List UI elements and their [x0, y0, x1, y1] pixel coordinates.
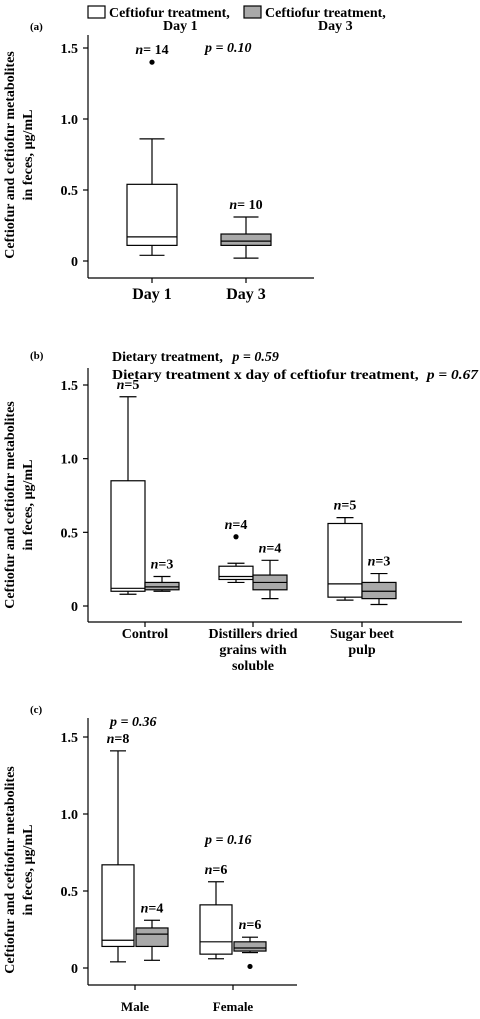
- box-day3: [220, 233, 272, 246]
- outlier-point: [233, 534, 239, 540]
- panel-c-ylabel-line2: in feces, µg/mL: [21, 825, 36, 916]
- x-tick-label: pulp: [348, 643, 375, 658]
- y-tick-label: 0: [71, 600, 78, 615]
- y-tick-label: 1.5: [61, 379, 79, 394]
- n-label: n=8: [107, 732, 130, 747]
- panel-b-annotation-1-prefix: Dietary treatment,: [112, 350, 223, 365]
- y-tick-label: 1.5: [61, 42, 79, 57]
- box-day3: [135, 927, 169, 948]
- n-label: n=4: [141, 901, 164, 916]
- x-tick-label: Female: [213, 999, 254, 1014]
- panel-c-female-p-value: p = 0.16: [204, 833, 251, 848]
- n-label: n=3: [368, 555, 391, 570]
- box-day1: [110, 480, 146, 592]
- y-tick-label: 0: [71, 255, 78, 270]
- box-day1: [199, 904, 233, 955]
- panel-a: (a) Ceftiofur and ceftiofur metabolites …: [3, 21, 314, 303]
- x-tick-label: Day 3: [226, 286, 266, 303]
- n-label: n=6: [239, 918, 262, 933]
- panel-a-ylabel-line1: Ceftiofur and ceftiofur metabolites: [3, 51, 18, 259]
- box-day3: [233, 941, 267, 952]
- y-tick-label: 1.0: [61, 453, 79, 468]
- box-day1: [126, 183, 178, 246]
- outlier-point: [247, 963, 253, 970]
- panel-c-label: (c): [30, 704, 43, 716]
- panel-a-label: (a): [30, 21, 43, 33]
- panel-c-plot: 0 0.5 1.0 1.5 Male Female n=8 n=6 n=4 n=6: [61, 718, 297, 1014]
- box-day1: [327, 522, 363, 598]
- panel-b-annotation-2-p: p = 0.67: [426, 368, 479, 383]
- n-label: n=4: [259, 541, 282, 556]
- y-tick-label: 0.5: [61, 526, 79, 541]
- panel-c: (c) Ceftiofur and ceftiofur metabolites …: [3, 704, 297, 1014]
- panel-a-p-value: p = 0.10: [204, 41, 251, 56]
- y-tick-label: 1.0: [61, 113, 79, 128]
- x-tick-label: Distillers dried: [208, 627, 297, 642]
- y-tick-label: 0.5: [61, 184, 79, 199]
- panel-c-male-p-value: p = 0.36: [109, 715, 156, 730]
- box-day1: [218, 565, 254, 581]
- n-label: n= 14: [135, 43, 168, 58]
- x-tick-label: Control: [122, 627, 169, 642]
- n-label: n=6: [205, 863, 228, 878]
- legend-day3-label-1: Ceftiofur treatment,: [265, 6, 386, 21]
- outlier-point: [149, 59, 155, 65]
- box-day3: [361, 581, 397, 600]
- n-label: n=3: [151, 558, 174, 573]
- y-tick-label: 1.0: [61, 808, 79, 823]
- panel-b-annotation-1-p: p = 0.59: [231, 350, 278, 365]
- y-tick-label: 0.5: [61, 885, 79, 900]
- n-label: n=4: [225, 518, 248, 533]
- panel-b-annotation-1: Dietary treatment, p = 0.59: [112, 350, 279, 365]
- legend-day1-label-2: Day 1: [163, 19, 198, 34]
- n-label: n=5: [334, 499, 357, 514]
- panel-c-ylabel-line1: Ceftiofur and ceftiofur metabolites: [3, 766, 18, 974]
- panel-b-ylabel-line2: in feces, µg/mL: [21, 460, 36, 551]
- legend-day3-label-2: Day 3: [318, 19, 353, 34]
- legend-swatch-day3: [243, 5, 262, 19]
- n-label: n= 10: [229, 198, 262, 213]
- panel-a-plot: 0 0.5 1.0 1.5 Day 1 Day 3 n= 14 n= 10: [61, 35, 314, 303]
- x-tick-label: Sugar beet: [330, 627, 394, 642]
- panel-b-annotation-2: Dietary treatment x day of ceftiofur tre…: [112, 368, 479, 383]
- legend-day1-label-1: Ceftiofur treatment,: [109, 6, 230, 21]
- x-tick-label: grains with: [219, 643, 287, 658]
- x-tick-label: Male: [121, 999, 149, 1014]
- legend-swatch-day1: [87, 5, 106, 19]
- panel-b-label: (b): [30, 350, 44, 362]
- x-tick-label: Day 1: [132, 286, 172, 303]
- panel-b-annotation-2-prefix: Dietary treatment x day of ceftiofur tre…: [112, 368, 419, 383]
- y-tick-label: 1.5: [61, 731, 79, 746]
- n-label: n=5: [117, 378, 140, 393]
- box-day3: [144, 581, 180, 591]
- panel-b-plot: 0 0.5 1.0 1.5 Control Distillers driedgrains …: [61, 368, 462, 674]
- y-tick-label: 0: [71, 962, 78, 977]
- panel-a-ylabel-line2: in feces, µg/mL: [21, 110, 36, 201]
- x-tick-label: soluble: [232, 659, 274, 674]
- legend: Ceftiofur treatment, Day 1 Ceftiofur tre…: [87, 5, 386, 34]
- panel-b-ylabel-line1: Ceftiofur and ceftiofur metabolites: [3, 401, 18, 609]
- panel-b: (b) Ceftiofur and ceftiofur metabolites …: [3, 350, 479, 674]
- box-day1: [101, 864, 135, 948]
